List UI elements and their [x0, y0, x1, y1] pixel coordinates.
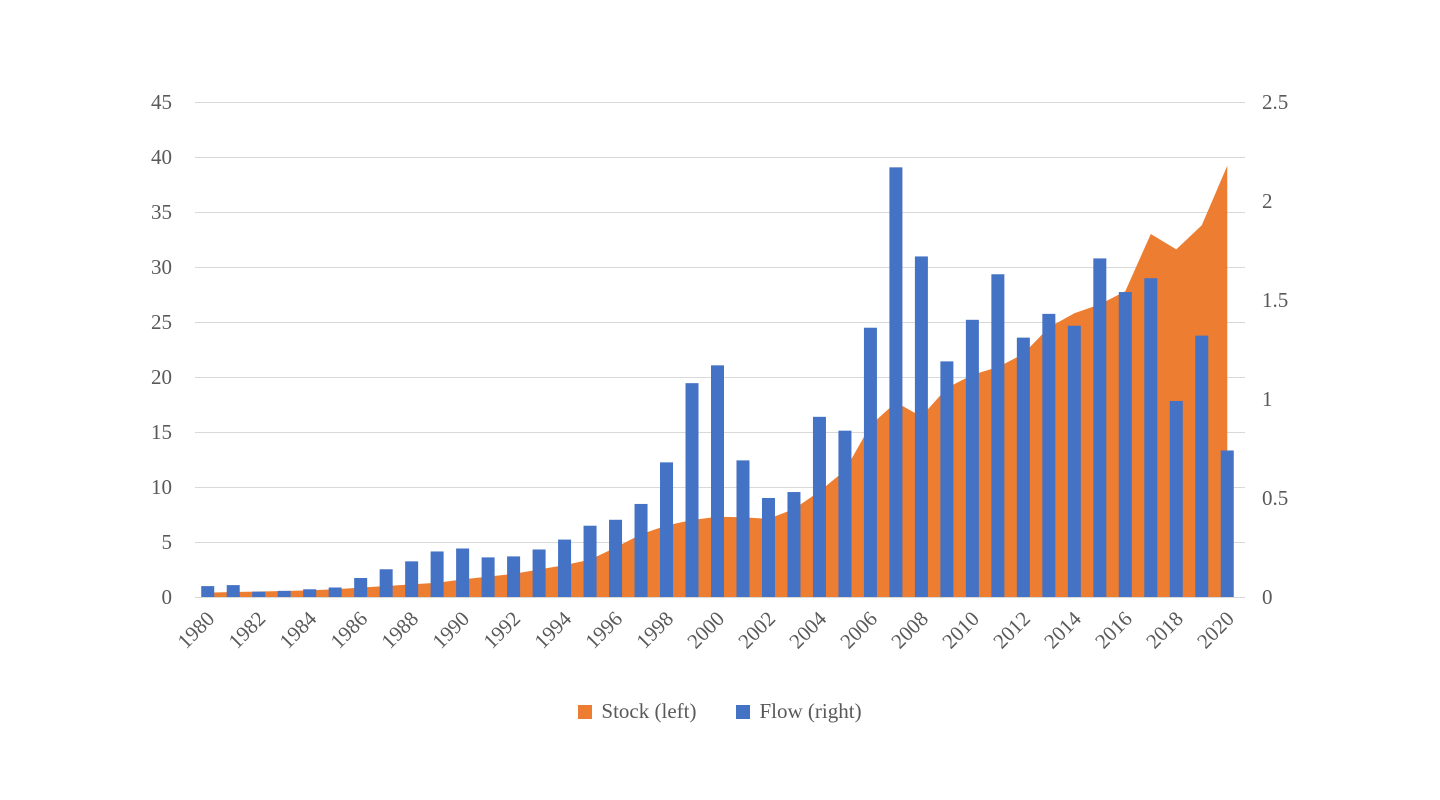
flow-bar [711, 365, 724, 597]
flow-bar [481, 557, 495, 597]
x-axis-tick-label: 1984 [275, 606, 322, 653]
flow-bar [609, 519, 623, 597]
right-axis-labels: 0 0.5 1 1.5 2 2.5 [1262, 90, 1288, 609]
flow-bar [226, 585, 240, 597]
stock-legend-swatch [578, 704, 593, 719]
flow-bar [761, 498, 775, 597]
flow-bar [940, 361, 954, 597]
x-axis-tick-label: 1992 [478, 607, 525, 654]
x-axis-tick-label: 1986 [326, 607, 373, 654]
left-axis-tick-label: 5 [162, 530, 173, 554]
x-axis-tick-label: 2008 [886, 607, 933, 654]
left-axis-tick-label: 40 [151, 145, 172, 169]
flow-bar [991, 274, 1005, 597]
flow-bar [354, 577, 368, 597]
legend-item-flow: Flow (right) [736, 699, 862, 724]
x-axis-tick-label: 1982 [224, 607, 271, 654]
left-axis-tick-label: 20 [151, 365, 172, 389]
flow-bar [660, 462, 674, 597]
left-axis-tick-label: 25 [151, 310, 172, 334]
flow-bar [965, 319, 979, 597]
stock-legend-label: Stock (left) [601, 699, 697, 723]
right-axis-tick-label: 1 [1262, 387, 1273, 411]
right-axis-tick-label: 0.5 [1262, 486, 1288, 510]
x-axis-tick-label: 2000 [682, 607, 729, 654]
chart-legend: Stock (left) Flow (right) [0, 699, 1440, 724]
x-axis-tick-label: 2012 [988, 607, 1035, 654]
flow-bar [1144, 278, 1158, 597]
x-axis-tick-label: 2014 [1039, 606, 1086, 653]
flow-bar [558, 539, 572, 597]
flow-bar [532, 549, 546, 597]
x-axis-tick-label: 2002 [733, 607, 780, 654]
flow-bar [303, 589, 317, 597]
x-axis-tick-label: 2020 [1192, 607, 1239, 654]
flow-bar [812, 416, 826, 597]
flow-bar [456, 548, 470, 597]
flow-bar [838, 430, 852, 597]
right-axis-tick-label: 2.5 [1262, 90, 1288, 114]
flow-bar [889, 167, 903, 597]
flow-bar [685, 383, 699, 597]
left-axis-tick-label: 35 [151, 200, 172, 224]
flow-bar [736, 460, 750, 597]
x-axis-tick-label: 2006 [835, 607, 882, 654]
x-axis-tick-label: 1990 [427, 607, 474, 654]
x-axis-tick-label: 1996 [580, 607, 627, 654]
left-axis-tick-label: 15 [151, 420, 172, 444]
flow-bar [863, 327, 877, 597]
left-axis-labels: 0 5 10 15 20 25 30 35 40 45 [151, 90, 172, 609]
flow-bar [1195, 335, 1209, 597]
x-axis-labels: 1980 1982 1984 1986 1988 1990 1992 1994 1996 1998… [173, 606, 1239, 653]
flow-bar [379, 569, 393, 597]
left-axis-tick-label: 45 [151, 90, 172, 114]
flow-legend-swatch [736, 704, 751, 719]
x-axis-tick-label: 1988 [376, 607, 423, 654]
flow-bar [1169, 400, 1183, 597]
flow-bar [328, 587, 342, 597]
x-axis-tick-label: 1994 [529, 606, 576, 653]
legend-item-stock: Stock (left) [578, 699, 696, 724]
x-axis-tick-label: 1998 [631, 607, 678, 654]
flow-bar [1042, 313, 1056, 597]
flow-bar [1118, 292, 1132, 597]
flow-bar [430, 551, 444, 597]
flow-bar [787, 492, 801, 597]
flow-bar [252, 591, 266, 597]
x-axis-tick-label: 1980 [173, 607, 220, 654]
left-axis-tick-label: 0 [162, 585, 173, 609]
right-axis-tick-label: 1.5 [1262, 288, 1288, 312]
x-axis-tick-label: 2018 [1141, 607, 1188, 654]
flow-bar [583, 525, 597, 597]
left-axis-tick-label: 10 [151, 475, 172, 499]
flow-bar [201, 586, 215, 597]
flow-bar [507, 556, 521, 597]
flow-bar [1016, 337, 1030, 597]
x-axis-tick-label: 2004 [784, 606, 831, 653]
flow-bar [634, 503, 648, 597]
flow-bar [1220, 450, 1234, 597]
flow-bar [1067, 325, 1081, 597]
x-axis-tick-label: 2010 [937, 607, 984, 654]
flow-bar [914, 256, 928, 597]
flow-bar [405, 561, 419, 597]
right-axis-tick-label: 0 [1262, 585, 1273, 609]
x-axis-tick-label: 2016 [1090, 607, 1137, 654]
flow-legend-label: Flow (right) [759, 699, 862, 723]
left-axis-tick-label: 30 [151, 255, 172, 279]
flow-bar-series [201, 167, 1234, 597]
flow-bar [277, 590, 291, 597]
flow-bar [1093, 258, 1107, 597]
right-axis-tick-label: 2 [1262, 189, 1273, 213]
